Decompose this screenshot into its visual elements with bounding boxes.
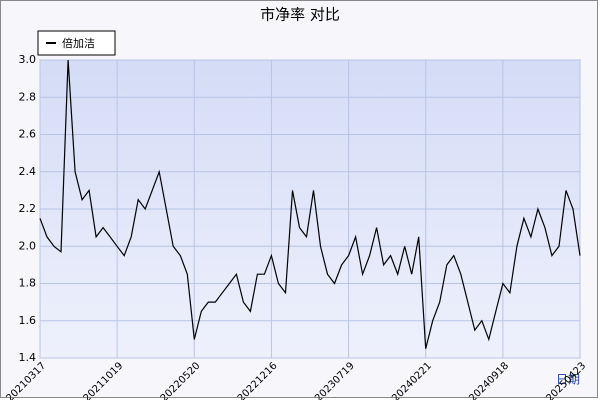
y-tick-label: 2.8 — [19, 90, 37, 103]
data-line — [39, 59, 581, 349]
y-tick-label: 1.6 — [19, 314, 37, 327]
legend-label: 倍加洁 — [62, 36, 95, 50]
legend: 倍加洁 — [37, 30, 116, 56]
y-tick-label: 1.4 — [19, 351, 37, 364]
y-tick-label: 2.2 — [19, 202, 37, 215]
y-tick-label: 2.0 — [19, 239, 37, 252]
y-tick-label: 1.8 — [19, 277, 37, 290]
y-tick-label: 2.6 — [19, 128, 37, 141]
x-axis-label: 日期 — [556, 373, 580, 387]
y-tick-label: 3.0 — [19, 53, 37, 66]
y-tick-label: 2.4 — [19, 165, 37, 178]
chart-title: 市净率 对比 — [260, 6, 340, 24]
